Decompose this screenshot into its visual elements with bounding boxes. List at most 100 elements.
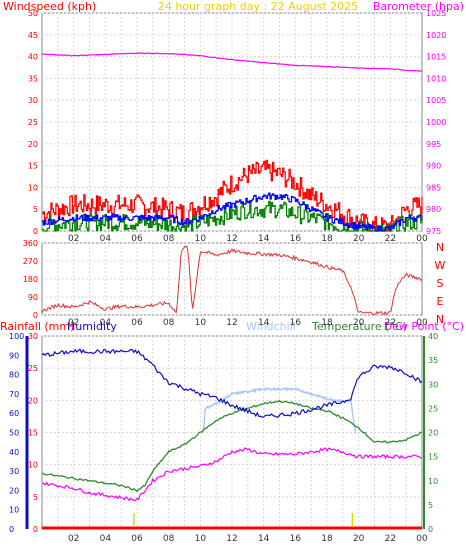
x-tick-label: 22 bbox=[385, 534, 396, 544]
wind-y-tick: 15 bbox=[28, 162, 38, 171]
humidity-series bbox=[41, 348, 423, 418]
x-tick-label: 16 bbox=[290, 534, 302, 544]
barometer-series bbox=[41, 52, 423, 72]
windchill-label: Windchill bbox=[246, 320, 296, 333]
dewpoint-label: Dew Point (°C) bbox=[384, 320, 464, 333]
x-tick-label: 12 bbox=[226, 534, 237, 544]
x-tick-label: 02 bbox=[68, 534, 79, 544]
compass-label: W bbox=[435, 259, 446, 272]
humidity-y-tick: 60 bbox=[9, 409, 19, 418]
temperature-y-tick: 15 bbox=[428, 453, 438, 462]
x-tick-label: 18 bbox=[321, 534, 333, 544]
wind-gust-series bbox=[42, 159, 423, 232]
compass-label: N bbox=[436, 313, 444, 326]
x-tick-label: 12 bbox=[226, 234, 237, 244]
x-tick-label: 06 bbox=[131, 318, 143, 328]
temperature-y-tick: 20 bbox=[428, 429, 438, 438]
temperature-label: Temperature (°C) bbox=[311, 320, 407, 333]
x-tick-label: 10 bbox=[195, 318, 207, 328]
wind-y-tick: 10 bbox=[28, 183, 38, 192]
x-tick-label: 10 bbox=[195, 234, 207, 244]
x-tick-label: 02 bbox=[68, 234, 79, 244]
temperature-y-tick: 10 bbox=[428, 477, 438, 486]
wind-direction-series bbox=[41, 245, 423, 316]
humidity-y-tick: 30 bbox=[9, 467, 19, 476]
baro-y-tick: 1005 bbox=[426, 96, 446, 105]
wind-y-tick: 25 bbox=[28, 118, 38, 127]
rain-y-tick: 0 bbox=[33, 525, 38, 534]
baro-y-tick: 1000 bbox=[426, 118, 446, 127]
grid-layer bbox=[42, 12, 422, 530]
x-tick-label: 06 bbox=[131, 234, 143, 244]
direction-y-tick: 360 bbox=[23, 239, 38, 248]
rain-y-tick: 5 bbox=[33, 493, 38, 502]
x-tick-label: 04 bbox=[100, 534, 112, 544]
series-layer bbox=[41, 52, 423, 530]
wind-y-tick: 5 bbox=[33, 205, 38, 214]
rain-y-tick: 15 bbox=[28, 429, 38, 438]
baro-y-tick: 980 bbox=[426, 205, 441, 214]
temperature-y-tick: 5 bbox=[428, 501, 433, 510]
baro-y-tick: 985 bbox=[426, 183, 441, 192]
humidity-y-tick: 70 bbox=[9, 390, 19, 399]
humidity-y-tick: 40 bbox=[9, 448, 19, 457]
wind-y-tick: 30 bbox=[28, 96, 38, 105]
x-tick-label: 08 bbox=[163, 318, 175, 328]
windspeed-label: Windspeed (kph) bbox=[3, 0, 96, 13]
humidity-label: Humidity bbox=[67, 320, 117, 333]
x-tick-label: 12 bbox=[226, 318, 237, 328]
x-tick-label: 00 bbox=[416, 234, 428, 244]
x-tick-label: 16 bbox=[290, 234, 302, 244]
temperature-y-tick: 0 bbox=[428, 525, 433, 534]
direction-y-tick: 90 bbox=[28, 293, 38, 302]
x-tick-label: 08 bbox=[163, 534, 175, 544]
dewpoint-series bbox=[41, 447, 423, 502]
x-tick-label: 00 bbox=[416, 318, 428, 328]
rain-y-tick: 20 bbox=[28, 396, 38, 405]
x-tick-label: 08 bbox=[163, 234, 175, 244]
compass-label: N bbox=[436, 241, 444, 254]
wind-y-tick: 50 bbox=[28, 9, 38, 18]
direction-y-tick: 180 bbox=[23, 275, 38, 284]
baro-y-tick: 975 bbox=[426, 227, 441, 236]
baro-y-tick: 990 bbox=[426, 162, 441, 171]
rain-y-tick: 30 bbox=[28, 332, 38, 341]
wind-y-tick: 20 bbox=[28, 140, 38, 149]
x-tick-label: 14 bbox=[258, 534, 270, 544]
rain-y-tick: 25 bbox=[28, 364, 38, 373]
x-tick-label: 14 bbox=[258, 234, 270, 244]
x-tick-label: 22 bbox=[385, 234, 396, 244]
humidity-y-tick: 0 bbox=[9, 525, 14, 534]
wind-y-tick: 0 bbox=[33, 227, 38, 236]
x-tick-label: 00 bbox=[416, 534, 428, 544]
humidity-y-tick: 90 bbox=[9, 351, 19, 360]
x-tick-label: 06 bbox=[131, 534, 143, 544]
baro-y-tick: 1015 bbox=[426, 53, 446, 62]
x-tick-label: 18 bbox=[321, 234, 333, 244]
x-tick-label: 04 bbox=[100, 234, 112, 244]
x-tick-label: 14 bbox=[258, 318, 270, 328]
temperature-series bbox=[41, 399, 423, 493]
x-tick-label: 22 bbox=[385, 318, 396, 328]
humidity-y-tick: 10 bbox=[9, 506, 19, 515]
barometer-label: Barometer (hpa) bbox=[373, 0, 464, 13]
x-tick-label: 20 bbox=[353, 234, 365, 244]
baro-y-tick: 995 bbox=[426, 140, 441, 149]
temperature-y-tick: 35 bbox=[428, 356, 438, 365]
direction-y-tick: 270 bbox=[23, 257, 38, 266]
graph-title: 24 hour graph day : 22 August 2025 bbox=[158, 0, 358, 13]
rainfall-label: Rainfall (mm) bbox=[0, 320, 74, 333]
wind-y-tick: 35 bbox=[28, 74, 38, 83]
x-tick-label: 16 bbox=[290, 318, 302, 328]
x-tick-label: 20 bbox=[353, 318, 365, 328]
windchill-series bbox=[202, 386, 357, 434]
x-tick-label: 04 bbox=[100, 318, 112, 328]
compass-label: E bbox=[437, 295, 444, 308]
humidity-y-tick: 20 bbox=[9, 486, 19, 495]
wind-average-series bbox=[42, 192, 423, 232]
temperature-y-tick: 25 bbox=[428, 404, 438, 413]
humidity-y-tick: 50 bbox=[9, 429, 19, 438]
x-tick-label: 18 bbox=[321, 318, 333, 328]
